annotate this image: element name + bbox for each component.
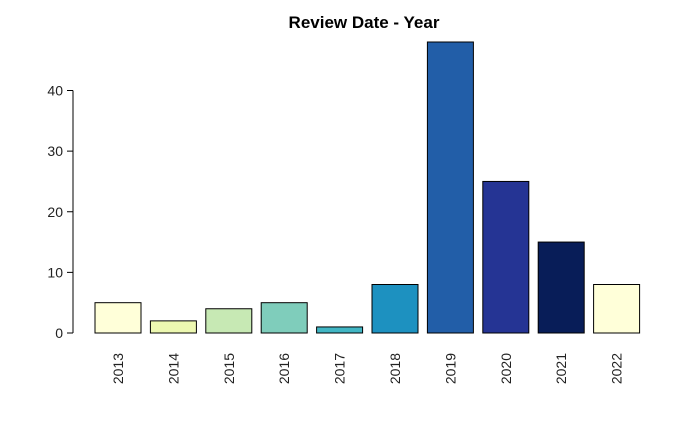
y-axis: 0 10 20 30 40	[47, 83, 74, 341]
y-tick-label: 10	[47, 264, 63, 280]
bar-2017	[316, 326, 364, 334]
bar-2022	[593, 284, 641, 334]
bar-2018	[371, 284, 419, 334]
bar-2013	[94, 302, 142, 334]
bar-2021	[537, 241, 585, 334]
x-tick-label-2013: 2013	[110, 353, 126, 384]
chart-title: Review Date - Year	[289, 13, 440, 32]
x-tick-label-2017: 2017	[332, 353, 348, 384]
bar-2015	[205, 308, 253, 334]
x-tick-label-2014: 2014	[165, 353, 181, 384]
y-tick-label: 40	[47, 83, 63, 99]
bar-2019	[426, 41, 474, 334]
x-tick-label-2018: 2018	[387, 353, 403, 384]
y-tick-label: 20	[47, 204, 63, 220]
y-tick-label: 0	[55, 325, 63, 341]
x-tick-label-2015: 2015	[221, 353, 237, 384]
x-tick-label-2019: 2019	[442, 353, 458, 384]
bar-2014	[149, 320, 197, 334]
bar-2020	[482, 180, 530, 334]
x-tick-label-2020: 2020	[498, 353, 514, 384]
x-tick-label-2016: 2016	[276, 353, 292, 384]
x-axis-labels: 2013 2014 2015 2016 2017 2018 2019 2020 2021 2022	[110, 353, 625, 384]
x-tick-label-2022: 2022	[609, 353, 625, 384]
y-tick-label: 30	[47, 143, 63, 159]
bars-group	[94, 41, 641, 334]
x-tick-label-2021: 2021	[553, 353, 569, 384]
bar-2016	[260, 302, 308, 334]
